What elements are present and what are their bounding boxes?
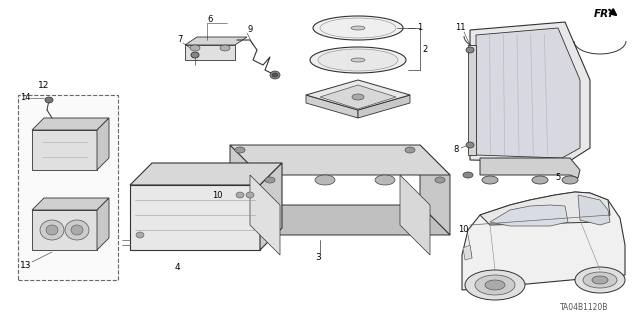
Polygon shape (230, 145, 450, 175)
Ellipse shape (246, 192, 254, 198)
Ellipse shape (65, 220, 89, 240)
Polygon shape (490, 205, 568, 226)
Ellipse shape (315, 175, 335, 185)
Polygon shape (306, 80, 410, 110)
Text: 7: 7 (177, 35, 182, 44)
Polygon shape (480, 192, 610, 225)
Polygon shape (32, 198, 109, 210)
Polygon shape (260, 163, 282, 250)
Ellipse shape (318, 49, 398, 71)
Polygon shape (97, 118, 109, 170)
Ellipse shape (575, 267, 625, 293)
Ellipse shape (435, 177, 445, 183)
Text: 2: 2 (422, 44, 428, 54)
Text: 3: 3 (315, 253, 321, 262)
Text: TA04B1120B: TA04B1120B (560, 302, 609, 311)
Text: 10: 10 (458, 226, 468, 234)
Polygon shape (185, 37, 247, 45)
Text: 10: 10 (212, 190, 223, 199)
Text: 5: 5 (555, 174, 560, 182)
Ellipse shape (40, 220, 64, 240)
Ellipse shape (320, 18, 396, 38)
Polygon shape (470, 22, 590, 162)
Polygon shape (250, 175, 280, 255)
Polygon shape (476, 28, 580, 158)
Polygon shape (230, 205, 450, 235)
Polygon shape (130, 163, 282, 185)
Text: 13: 13 (20, 261, 31, 270)
Polygon shape (130, 185, 260, 250)
Polygon shape (32, 130, 97, 170)
Ellipse shape (351, 58, 365, 62)
Ellipse shape (265, 177, 275, 183)
Polygon shape (97, 198, 109, 250)
Polygon shape (320, 85, 396, 109)
Ellipse shape (532, 176, 548, 184)
Polygon shape (32, 118, 109, 130)
Ellipse shape (71, 225, 83, 235)
Ellipse shape (405, 147, 415, 153)
Text: FR.: FR. (594, 9, 613, 19)
Text: 12: 12 (38, 80, 49, 90)
Polygon shape (468, 45, 476, 155)
Polygon shape (306, 95, 358, 118)
Ellipse shape (235, 147, 245, 153)
Ellipse shape (465, 270, 525, 300)
Ellipse shape (313, 16, 403, 40)
Ellipse shape (45, 97, 53, 103)
Ellipse shape (270, 71, 280, 79)
Ellipse shape (272, 73, 278, 77)
Bar (18, 95, 118, 280)
Text: 4: 4 (175, 263, 180, 272)
Text: 9: 9 (247, 26, 252, 34)
Polygon shape (578, 195, 610, 225)
Ellipse shape (592, 276, 608, 284)
Ellipse shape (310, 47, 406, 73)
Polygon shape (230, 145, 260, 235)
Ellipse shape (463, 172, 473, 178)
Text: 1: 1 (417, 24, 422, 33)
Ellipse shape (190, 45, 200, 51)
Ellipse shape (46, 225, 58, 235)
Text: 11: 11 (455, 24, 465, 33)
Polygon shape (32, 210, 97, 250)
Polygon shape (463, 245, 472, 260)
Ellipse shape (136, 232, 144, 238)
Ellipse shape (562, 176, 578, 184)
Text: 8: 8 (453, 145, 458, 154)
Ellipse shape (220, 45, 230, 51)
Ellipse shape (191, 52, 199, 58)
Ellipse shape (475, 275, 515, 295)
Polygon shape (185, 45, 235, 60)
Polygon shape (480, 158, 580, 178)
Polygon shape (358, 95, 410, 118)
Text: 14: 14 (20, 93, 31, 102)
Polygon shape (400, 175, 430, 255)
Ellipse shape (583, 272, 617, 288)
Ellipse shape (236, 192, 244, 198)
Ellipse shape (466, 47, 474, 53)
Ellipse shape (466, 142, 474, 148)
Polygon shape (462, 192, 625, 290)
Ellipse shape (485, 280, 505, 290)
Ellipse shape (351, 26, 365, 30)
Ellipse shape (352, 94, 364, 100)
Ellipse shape (482, 176, 498, 184)
Polygon shape (420, 145, 450, 235)
Ellipse shape (375, 175, 395, 185)
Text: 6: 6 (207, 16, 212, 25)
